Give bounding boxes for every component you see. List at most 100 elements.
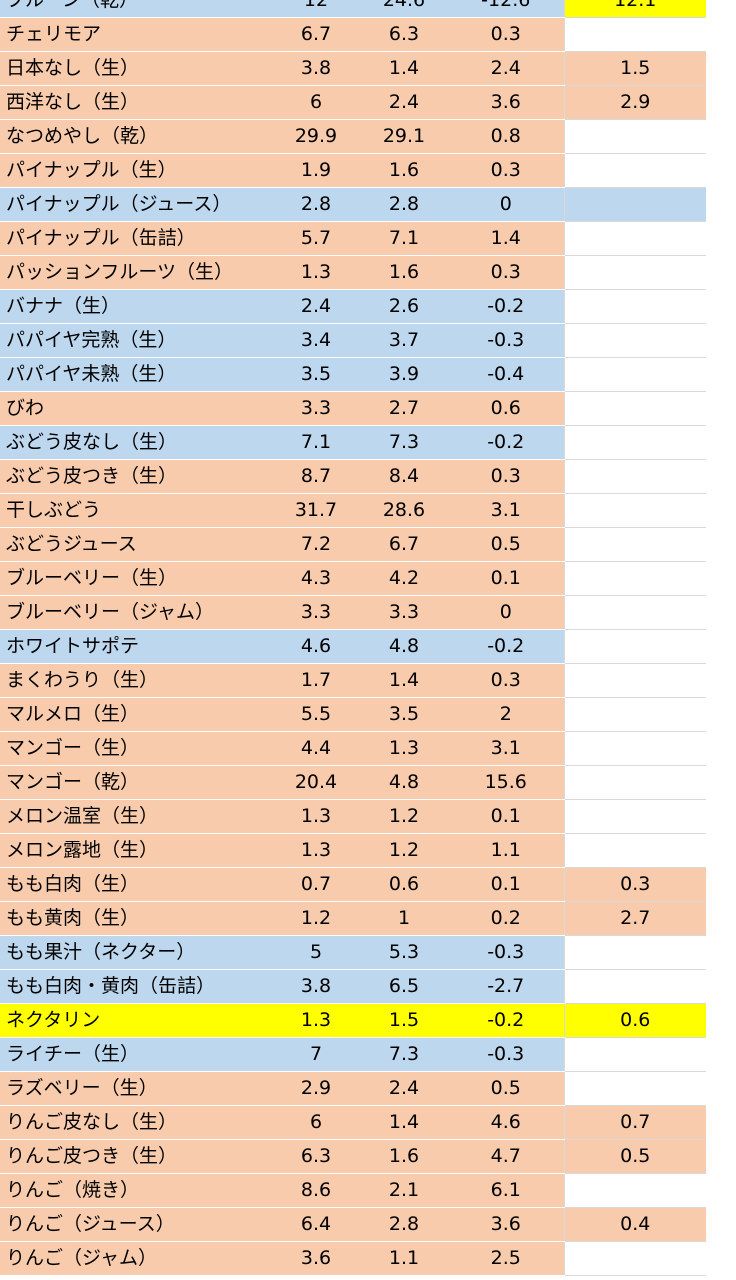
cell-value-1[interactable]: 29.9 [272, 119, 360, 154]
cell-value-4[interactable] [563, 493, 706, 528]
cell-difference[interactable]: 0.3 [448, 459, 564, 494]
cell-food-name[interactable]: 干しぶどう [0, 493, 272, 528]
cell-food-name[interactable]: ライチー（生） [0, 1037, 272, 1072]
cell-food-name[interactable]: びわ [0, 391, 272, 426]
cell-value-1[interactable]: 4.6 [272, 629, 360, 664]
cell-difference[interactable]: 0.3 [448, 663, 564, 698]
cell-value-2[interactable]: 3.9 [360, 357, 448, 392]
cell-value-2[interactable]: 1.3 [360, 731, 448, 766]
cell-value-4[interactable] [563, 833, 706, 868]
cell-difference[interactable]: -0.2 [448, 629, 564, 664]
cell-value-1[interactable]: 1.3 [272, 799, 360, 834]
cell-value-4[interactable] [563, 561, 706, 596]
cell-difference[interactable]: 0.3 [448, 255, 564, 290]
cell-value-1[interactable]: 6.7 [272, 17, 360, 52]
cell-food-name[interactable]: メロン露地（生） [0, 833, 272, 868]
cell-food-name[interactable]: 日本なし（生） [0, 51, 272, 86]
cell-food-name[interactable]: パパイヤ未熟（生） [0, 357, 272, 392]
cell-value-1[interactable]: 1.3 [272, 1003, 360, 1038]
cell-food-name[interactable]: りんご（焼き） [0, 1173, 272, 1208]
cell-value-4[interactable] [563, 323, 706, 358]
cell-difference[interactable]: -0.3 [448, 935, 564, 970]
cell-food-name[interactable]: パッションフルーツ（生） [0, 255, 272, 290]
cell-value-2[interactable]: 28.6 [360, 493, 448, 528]
cell-difference[interactable]: 0 [448, 595, 564, 630]
cell-difference[interactable]: 0.3 [448, 153, 564, 188]
cell-value-1[interactable]: 3.8 [272, 51, 360, 86]
cell-food-name[interactable]: まくわうり（生） [0, 663, 272, 698]
cell-food-name[interactable]: バナナ（生） [0, 289, 272, 324]
cell-value-2[interactable]: 1.4 [360, 663, 448, 698]
cell-difference[interactable]: 0.1 [448, 867, 564, 902]
cell-difference[interactable]: 6.1 [448, 1173, 564, 1208]
cell-difference[interactable]: 0.1 [448, 561, 564, 596]
cell-value-4[interactable] [563, 935, 706, 970]
cell-value-4[interactable] [563, 187, 706, 222]
cell-difference[interactable]: -0.2 [448, 289, 564, 324]
cell-value-2[interactable]: 29.1 [360, 119, 448, 154]
cell-value-4[interactable] [563, 459, 706, 494]
cell-value-4[interactable] [563, 731, 706, 766]
cell-value-2[interactable]: 1.2 [360, 833, 448, 868]
cell-value-4[interactable] [563, 357, 706, 392]
cell-difference[interactable]: -0.4 [448, 357, 564, 392]
cell-difference[interactable]: -0.2 [448, 1003, 564, 1038]
cell-value-1[interactable]: 1.3 [272, 255, 360, 290]
cell-food-name[interactable]: ホワイトサポテ [0, 629, 272, 664]
cell-value-1[interactable]: 8.6 [272, 1173, 360, 1208]
cell-value-2[interactable]: 1 [360, 901, 448, 936]
cell-value-2[interactable]: 7.1 [360, 221, 448, 256]
cell-value-1[interactable]: 2.9 [272, 1071, 360, 1106]
cell-food-name[interactable]: プルーン（乾） [0, 0, 272, 18]
cell-value-1[interactable]: 2.4 [272, 289, 360, 324]
cell-food-name[interactable]: もも果汁（ネクター） [0, 935, 272, 970]
cell-food-name[interactable]: ネクタリン [0, 1003, 272, 1038]
cell-value-2[interactable]: 3.3 [360, 595, 448, 630]
cell-value-2[interactable]: 0.6 [360, 867, 448, 902]
cell-value-4[interactable] [563, 765, 706, 800]
cell-value-4[interactable] [563, 799, 706, 834]
cell-value-1[interactable]: 7 [272, 1037, 360, 1072]
cell-value-1[interactable]: 2.8 [272, 187, 360, 222]
cell-value-4[interactable]: 0.5 [563, 1139, 706, 1174]
cell-value-4[interactable] [563, 255, 706, 290]
cell-value-4[interactable] [563, 289, 706, 324]
cell-difference[interactable]: 2.5 [448, 1241, 564, 1276]
cell-value-1[interactable]: 5.5 [272, 697, 360, 732]
cell-value-1[interactable]: 8.7 [272, 459, 360, 494]
cell-food-name[interactable]: もも白肉・黄肉（缶詰） [0, 969, 272, 1004]
cell-value-1[interactable]: 31.7 [272, 493, 360, 528]
cell-food-name[interactable]: ラズベリー（生） [0, 1071, 272, 1106]
cell-value-2[interactable]: 4.2 [360, 561, 448, 596]
cell-value-1[interactable]: 4.4 [272, 731, 360, 766]
cell-value-4[interactable] [563, 595, 706, 630]
cell-value-4[interactable] [563, 119, 706, 154]
cell-value-2[interactable]: 1.2 [360, 799, 448, 834]
cell-food-name[interactable]: りんご（ジュース） [0, 1207, 272, 1242]
cell-food-name[interactable]: マルメロ（生） [0, 697, 272, 732]
cell-value-1[interactable]: 3.3 [272, 391, 360, 426]
cell-food-name[interactable]: ブルーベリー（生） [0, 561, 272, 596]
cell-value-4[interactable] [563, 663, 706, 698]
cell-food-name[interactable]: メロン温室（生） [0, 799, 272, 834]
cell-difference[interactable]: 4.7 [448, 1139, 564, 1174]
cell-food-name[interactable]: パイナップル（ジュース） [0, 187, 272, 222]
cell-value-1[interactable]: 1.7 [272, 663, 360, 698]
cell-difference[interactable]: 0.5 [448, 1071, 564, 1106]
cell-value-4[interactable] [563, 527, 706, 562]
cell-value-1[interactable]: 3.6 [272, 1241, 360, 1276]
cell-food-name[interactable]: ぶどう皮つき（生） [0, 459, 272, 494]
cell-value-2[interactable]: 1.5 [360, 1003, 448, 1038]
cell-value-4[interactable]: 2.9 [563, 85, 706, 120]
cell-food-name[interactable]: パパイヤ完熟（生） [0, 323, 272, 358]
cell-value-1[interactable]: 1.2 [272, 901, 360, 936]
cell-value-1[interactable]: 6.4 [272, 1207, 360, 1242]
cell-value-2[interactable]: 4.8 [360, 765, 448, 800]
cell-value-4[interactable] [563, 697, 706, 732]
cell-food-name[interactable]: ぶどう皮なし（生） [0, 425, 272, 460]
cell-difference[interactable]: -12.6 [448, 0, 564, 18]
cell-value-1[interactable]: 6 [272, 1105, 360, 1140]
cell-value-1[interactable]: 20.4 [272, 765, 360, 800]
cell-value-1[interactable]: 6 [272, 85, 360, 120]
cell-difference[interactable]: -0.2 [448, 425, 564, 460]
